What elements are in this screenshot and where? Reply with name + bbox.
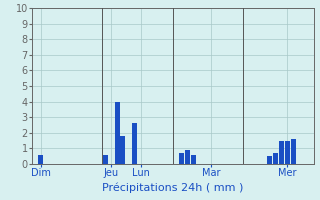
Bar: [279, 141, 284, 164]
Bar: [120, 136, 125, 164]
Bar: [132, 123, 137, 164]
Bar: [185, 150, 190, 164]
Bar: [179, 153, 184, 164]
Bar: [191, 155, 196, 164]
Bar: [38, 155, 43, 164]
Bar: [273, 153, 278, 164]
Bar: [285, 141, 290, 164]
Bar: [103, 155, 108, 164]
Bar: [115, 102, 120, 164]
Bar: [267, 156, 272, 164]
X-axis label: Précipitations 24h ( mm ): Précipitations 24h ( mm ): [102, 182, 244, 193]
Bar: [291, 139, 296, 164]
